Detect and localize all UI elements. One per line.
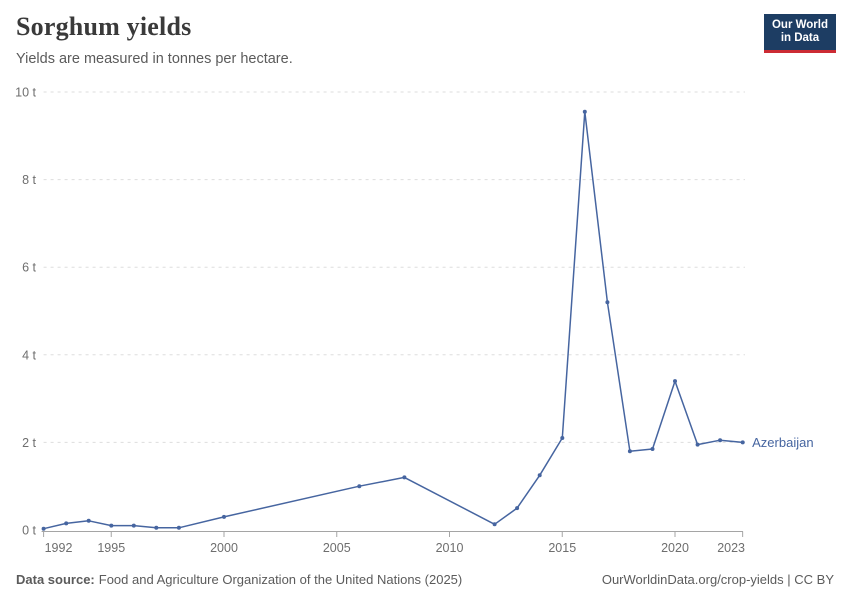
data-point-1993[interactable] [64, 521, 69, 526]
owid-logo-line2: in Data [780, 32, 820, 44]
chart-footer: Data source: Food and Agriculture Organiz… [16, 572, 834, 587]
chart-subtitle: Yields are measured in tonnes per hectar… [16, 51, 293, 67]
data-point-2013[interactable] [515, 506, 520, 511]
data-point-2016[interactable] [582, 109, 587, 114]
data-point-2017[interactable] [605, 300, 610, 305]
owid-logo-line1: Our World [771, 19, 828, 31]
data-point-2021[interactable] [695, 442, 700, 447]
y-tick-label-0: 0 t [22, 524, 36, 538]
x-tick-label-2015: 2015 [548, 541, 576, 555]
data-point-2015[interactable] [560, 436, 565, 440]
data-point-2006[interactable] [357, 484, 362, 489]
line-chart-svg[interactable]: 0 t 2 t 4 t 6 t 8 t 10 t 1992 1995 2000 2005 2010 2… [0, 78, 850, 563]
data-source-text: Food and Agriculture Organization of the… [98, 572, 463, 587]
data-source: Data source: Food and Agriculture Organiz… [16, 572, 462, 587]
data-source-label: Data source: [16, 572, 95, 587]
series-line-azerbaijan[interactable] [42, 110, 744, 530]
data-point-1992[interactable] [41, 526, 46, 531]
x-tick-label-2020: 2020 [661, 541, 689, 555]
x-tick-label-2010: 2010 [436, 541, 464, 555]
data-point-2008[interactable] [402, 475, 407, 480]
data-point-1998[interactable] [176, 525, 181, 530]
data-point-1994[interactable] [86, 518, 91, 523]
data-point-1995[interactable] [109, 523, 114, 528]
data-point-1997[interactable] [154, 525, 159, 530]
data-point-1996[interactable] [131, 523, 136, 528]
page-title: Sorghum yields [16, 12, 192, 41]
x-tick-label-2000: 2000 [210, 541, 238, 555]
data-point-2014[interactable] [537, 473, 542, 478]
data-point-2012[interactable] [492, 522, 497, 527]
x-tick-label-2005: 2005 [323, 541, 351, 555]
data-point-2023[interactable] [740, 440, 745, 445]
credit-link[interactable]: OurWorldinData.org/crop-yields | CC BY [601, 572, 834, 587]
data-point-2022[interactable] [718, 438, 723, 443]
y-tick-label-4: 4 t [22, 348, 36, 362]
data-point-2000[interactable] [222, 514, 226, 519]
x-tick-label-1995: 1995 [97, 541, 125, 555]
y-tick-label-8: 8 t [22, 173, 36, 187]
line-chart-area[interactable]: 0 t 2 t 4 t 6 t 8 t 10 t 1992 1995 2000 2005 2010 2… [0, 78, 850, 563]
y-tick-label-6: 6 t [22, 261, 36, 275]
data-point-2020[interactable] [673, 379, 677, 384]
data-point-2018[interactable] [627, 449, 632, 454]
x-tick-label-1992: 1992 [45, 541, 73, 555]
series-label-azerbaijan[interactable]: Azerbaijan [752, 435, 813, 450]
data-point-2019[interactable] [650, 447, 655, 451]
y-tick-label-10: 10 t [15, 86, 36, 100]
owid-logo: Our World in Data [763, 14, 836, 53]
x-tick-label-2023: 2023 [717, 541, 745, 555]
y-tick-label-2: 2 t [22, 436, 36, 450]
